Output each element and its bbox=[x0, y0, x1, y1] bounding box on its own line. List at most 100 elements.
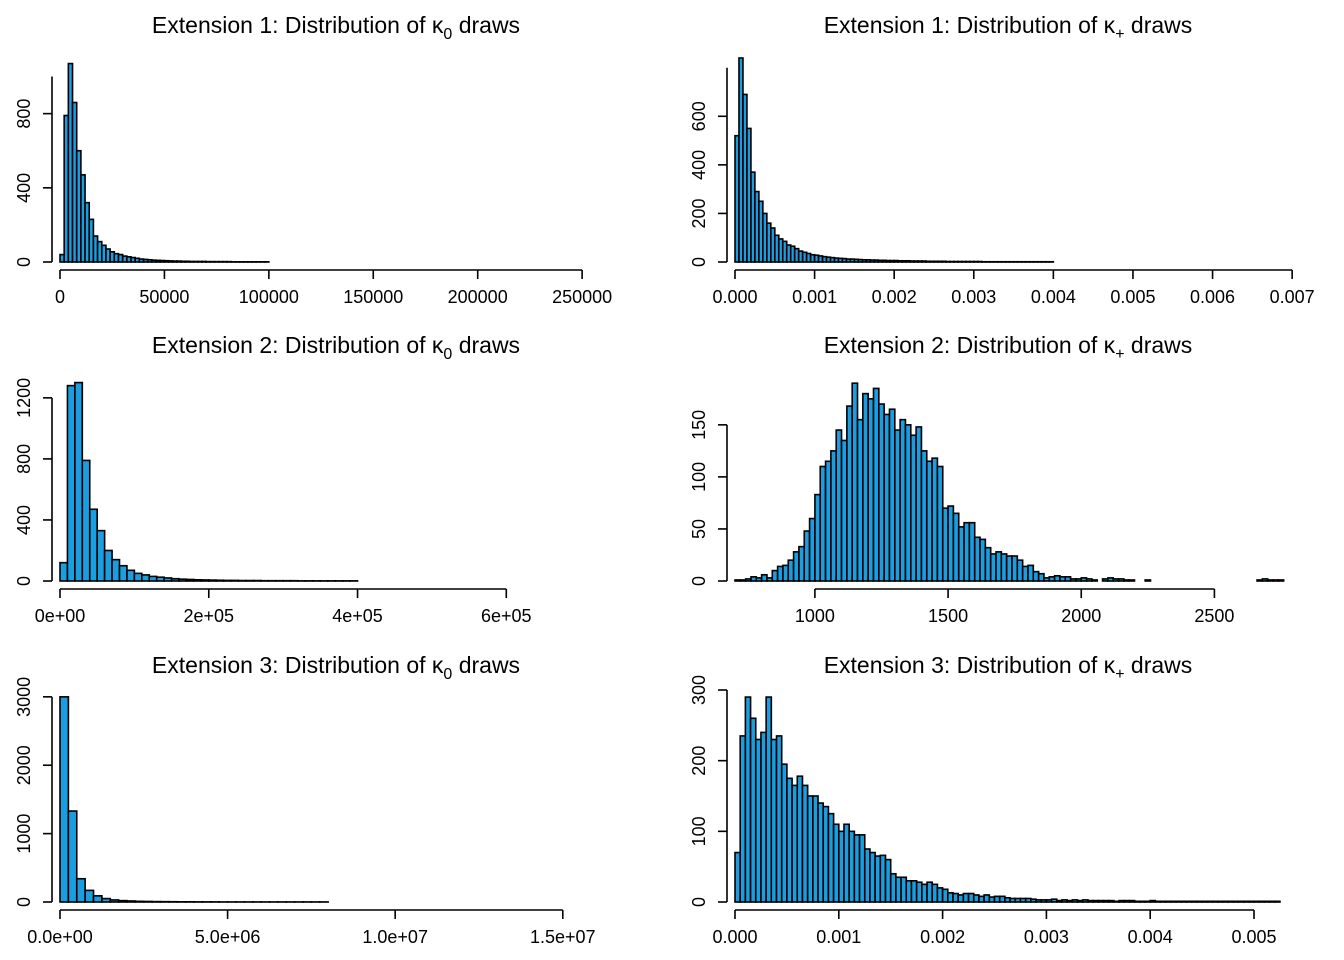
histogram-bar bbox=[1128, 579, 1136, 582]
x-tick-label: 0.004 bbox=[1128, 927, 1173, 947]
histogram-panel-2: Extension 1: Distribution of κ+ draws 0.0… bbox=[689, 12, 1315, 307]
x-tick-label: 2000 bbox=[1061, 606, 1101, 626]
y-tick-label: 0 bbox=[14, 257, 34, 267]
chart-title: Extension 1: Distribution of κ0 draws bbox=[152, 12, 520, 43]
histogram-bar bbox=[155, 576, 165, 582]
histogram-bar bbox=[126, 900, 137, 903]
histogram-bar bbox=[84, 889, 95, 903]
y-tick-label: 200 bbox=[689, 198, 709, 228]
histogram-bar bbox=[67, 810, 78, 903]
x-tick-label: 5.0e+06 bbox=[195, 927, 261, 947]
histogram-bar bbox=[111, 558, 121, 582]
histogram-panel-3: Extension 2: Distribution of κ0 draws 0e+… bbox=[14, 332, 532, 626]
histogram-panel-5: Extension 3: Distribution of κ0 draws 0.0… bbox=[14, 652, 596, 947]
histogram-bar bbox=[92, 895, 103, 903]
x-tick-label: 0.002 bbox=[872, 287, 917, 307]
x-tick-label: 0.002 bbox=[920, 927, 965, 947]
x-tick-label: 50000 bbox=[139, 287, 189, 307]
histogram-bar bbox=[109, 899, 120, 903]
y-tick-label: 800 bbox=[14, 99, 34, 129]
y-tick-label: 800 bbox=[14, 444, 34, 474]
y-tick-label: 600 bbox=[689, 101, 709, 131]
histogram-bar bbox=[200, 579, 210, 582]
y-tick-label: 3000 bbox=[14, 677, 34, 717]
y-tick-label: 400 bbox=[14, 173, 34, 203]
histogram-bar bbox=[222, 579, 232, 582]
chart-title: Extension 1: Distribution of κ+ draws bbox=[824, 12, 1193, 43]
histogram-bar bbox=[215, 579, 225, 582]
y-tick-label: 0 bbox=[14, 576, 34, 586]
histogram-bar bbox=[170, 577, 180, 582]
y-tick-label: 400 bbox=[689, 150, 709, 180]
histogram-panel-4: Extension 2: Distribution of κ+ draws 100… bbox=[689, 332, 1285, 626]
x-tick-label: 150000 bbox=[343, 287, 403, 307]
x-tick-label: 0 bbox=[55, 287, 65, 307]
y-tick-label: 1000 bbox=[14, 814, 34, 854]
histogram-bar bbox=[117, 899, 128, 903]
x-tick-label: 0.005 bbox=[1110, 287, 1155, 307]
chart-title: Extension 3: Distribution of κ0 draws bbox=[152, 652, 520, 683]
histogram-panel-1: Extension 1: Distribution of κ0 draws 0 50… bbox=[14, 12, 612, 307]
histogram-bar bbox=[101, 897, 112, 903]
x-tick-label: 1000 bbox=[795, 606, 835, 626]
x-tick-label: 6e+05 bbox=[481, 606, 532, 626]
y-tick-label: 1200 bbox=[14, 378, 34, 418]
y-tick-label: 0 bbox=[689, 576, 709, 586]
histogram-bar bbox=[141, 574, 151, 582]
y-tick-label: 2000 bbox=[14, 745, 34, 785]
chart-title: Extension 3: Distribution of κ+ draws bbox=[824, 652, 1193, 683]
y-tick-label: 300 bbox=[689, 675, 709, 705]
histogram-bar bbox=[148, 575, 158, 582]
histogram-bar bbox=[230, 579, 240, 582]
histogram-bar bbox=[142, 900, 153, 903]
histogram-bar bbox=[1273, 900, 1281, 903]
x-tick-label: 0.004 bbox=[1031, 287, 1076, 307]
y-tick-label: 400 bbox=[14, 505, 34, 535]
y-tick-label: 150 bbox=[689, 410, 709, 440]
x-tick-label: 0.007 bbox=[1270, 287, 1315, 307]
y-tick-label: 50 bbox=[689, 519, 709, 539]
histogram-panel-6: Extension 3: Distribution of κ+ draws 0.0… bbox=[689, 652, 1281, 947]
histogram-bar bbox=[163, 577, 173, 582]
y-tick-label: 200 bbox=[689, 746, 709, 776]
histogram-bar bbox=[1144, 579, 1152, 582]
histogram-bar bbox=[74, 381, 84, 582]
x-tick-label: 0.006 bbox=[1190, 287, 1235, 307]
x-tick-label: 1.0e+07 bbox=[362, 927, 428, 947]
histogram-bar bbox=[134, 900, 145, 903]
histogram-bar bbox=[193, 578, 203, 582]
y-tick-label: 100 bbox=[689, 816, 709, 846]
x-tick-label: 2500 bbox=[1194, 606, 1234, 626]
histogram-bar bbox=[103, 549, 113, 582]
y-tick-label: 0 bbox=[689, 897, 709, 907]
x-tick-label: 1.5e+07 bbox=[530, 927, 596, 947]
x-tick-label: 0.005 bbox=[1231, 927, 1276, 947]
histogram-bar bbox=[185, 578, 195, 582]
chart-title: Extension 2: Distribution of κ0 draws bbox=[152, 332, 520, 363]
histogram-bar bbox=[88, 508, 98, 582]
histogram-bar bbox=[1091, 579, 1099, 582]
histogram-bar bbox=[118, 564, 128, 582]
x-tick-label: 100000 bbox=[239, 287, 299, 307]
histogram-bar bbox=[178, 578, 188, 582]
x-tick-label: 0.000 bbox=[712, 287, 757, 307]
chart-title: Extension 2: Distribution of κ+ draws bbox=[824, 332, 1193, 363]
x-tick-label: 1500 bbox=[928, 606, 968, 626]
histogram-bar bbox=[59, 561, 69, 582]
histogram-bar bbox=[75, 877, 86, 903]
x-tick-label: 0.0e+00 bbox=[27, 927, 93, 947]
x-tick-label: 250000 bbox=[552, 287, 612, 307]
histogram-bar bbox=[133, 572, 143, 582]
x-tick-label: 4e+05 bbox=[332, 606, 383, 626]
y-tick-label: 0 bbox=[689, 257, 709, 267]
histogram-bar bbox=[207, 579, 218, 582]
histogram-bar bbox=[1277, 579, 1285, 582]
x-tick-label: 2e+05 bbox=[183, 606, 234, 626]
histogram-bar bbox=[66, 384, 76, 582]
x-tick-label: 0.000 bbox=[712, 927, 757, 947]
y-tick-label: 100 bbox=[689, 462, 709, 492]
x-tick-label: 0.003 bbox=[1024, 927, 1069, 947]
histogram-bar bbox=[81, 459, 91, 582]
x-tick-label: 0.003 bbox=[951, 287, 996, 307]
